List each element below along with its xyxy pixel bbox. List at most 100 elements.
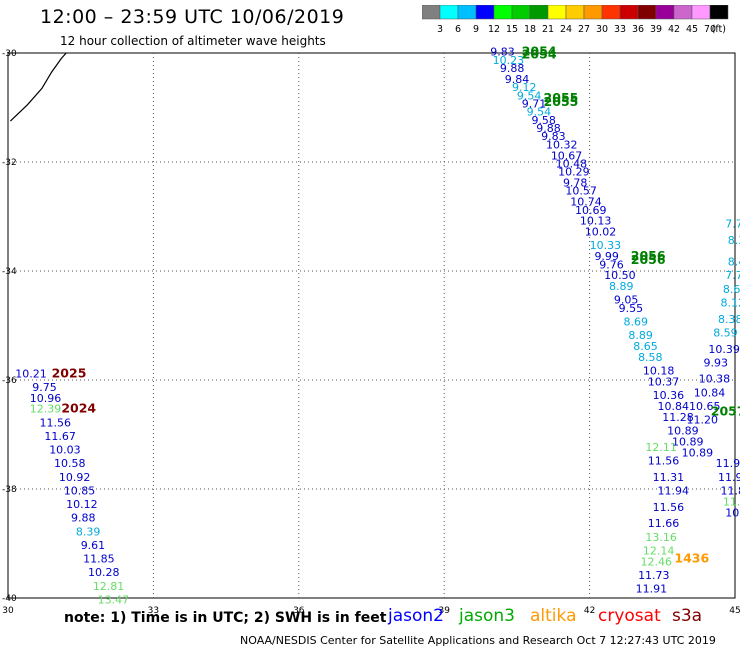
wave-height-label: 12.11 <box>645 441 677 454</box>
wave-height-label: 10.21 <box>15 367 47 380</box>
wave-height-label: 12.46 <box>640 555 672 568</box>
wave-height-label: 10.18 <box>643 365 675 378</box>
colorbar-label: 45 <box>686 24 698 35</box>
wave-height-label: 9.71 <box>522 98 547 111</box>
y-tick-label: -34 <box>2 267 17 277</box>
wave-height-label: 9.76 <box>599 258 624 271</box>
wave-height-label: 10.67 <box>551 149 583 162</box>
wave-height-label: 11.73 <box>638 569 670 582</box>
wave-height-label: 10.03 <box>49 444 81 457</box>
x-tick-label: 30 <box>2 606 14 616</box>
wave-height-label: 9.99 <box>594 250 619 263</box>
wave-height-label: 9.83 <box>541 130 566 143</box>
page-title: 12:00 – 23:59 UTC 10/06/2019 <box>40 6 345 28</box>
wave-height-label: 8.89 <box>609 280 634 293</box>
coastline <box>9 52 67 122</box>
wave-height-label: 8.67 <box>723 283 740 296</box>
wave-height-label: 11.80 <box>720 484 740 497</box>
y-tick-label: -32 <box>2 158 17 168</box>
colorbar-label: 24 <box>560 24 572 35</box>
wave-height-label: 11.90 <box>718 471 740 484</box>
wave-height-label: 13.16 <box>645 531 677 544</box>
pass-time-label: 2054 <box>522 44 557 59</box>
wave-height-label: 9.88 <box>536 122 561 135</box>
pass-time-label: 2055 <box>544 90 579 105</box>
wave-height-label: 8.58 <box>638 351 663 364</box>
wave-height-label: 12.14 <box>643 544 675 557</box>
wave-height-label: 11.66 <box>648 517 680 530</box>
wave-height-label: 11.28 <box>662 411 694 424</box>
wave-height-label: 10.57 <box>565 185 597 198</box>
wave-height-label: 11.56 <box>648 454 680 467</box>
pass-time-label: 2055 <box>544 94 579 109</box>
wave-height-label: 10.84 <box>694 386 726 399</box>
wave-height-label: 10.37 <box>648 375 680 388</box>
pass-time-label: 2056 <box>631 248 666 263</box>
colorbar-label: 18 <box>524 24 536 35</box>
colorbar-label: 30 <box>596 24 608 35</box>
y-tick-label: -38 <box>2 485 17 495</box>
wave-height-label: 12.81 <box>93 580 125 593</box>
legend-altika: altika <box>530 606 577 626</box>
wave-height-label: 10.36 <box>653 389 685 402</box>
wave-height-label: 11.31 <box>653 471 685 484</box>
wave-height-label: 9.61 <box>81 539 106 552</box>
colorbar-label: 21 <box>542 24 554 35</box>
wave-height-label: 10.50 <box>604 269 636 282</box>
wave-height-label: 11.7 <box>723 495 740 508</box>
wave-height-label: 9.83 <box>490 46 515 59</box>
colorbar-legend: 3 6 9 12 15 18 21 24 27 30 33 36 39 42 45 70(ft) <box>422 5 729 35</box>
wave-height-label: 8.89 <box>628 329 653 342</box>
wave-height-label: 10.74 <box>570 196 602 209</box>
wave-height-label: 8.38 <box>718 313 740 326</box>
wave-height-label: 10.89 <box>672 435 704 448</box>
wave-height-label: 11.99 <box>716 457 740 470</box>
legend-jason3: jason3 <box>459 606 515 626</box>
wave-height-label: 8.39 <box>76 525 101 538</box>
wave-height-label: 7.7 <box>725 217 740 230</box>
wave-height-label: 10.38 <box>699 373 731 386</box>
wave-height-label: 10.69 <box>575 204 607 217</box>
credit-line: NOAA/NESDIS Center for Satellite Applica… <box>240 634 716 647</box>
wave-height-label: 10.39 <box>708 343 740 356</box>
y-tick-label: -30 <box>2 49 17 59</box>
wave-height-label: 10.23 <box>493 54 524 67</box>
wave-height-label: 9.93 <box>703 356 728 369</box>
wave-height-label: 10.96 <box>30 392 61 405</box>
pass-time-label: 2056 <box>631 252 666 267</box>
wave-height-label: 12.39 <box>30 403 61 416</box>
footnote: note: 1) Time is in UTC; 2) SWH is in fe… <box>64 610 387 626</box>
colorbar-label: 15 <box>506 24 518 35</box>
pass-time-label: 2054 <box>522 46 557 61</box>
wave-height-label: 8.3 <box>728 234 740 247</box>
colorbar-label: 42 <box>668 24 680 35</box>
wave-height-label: 10.92 <box>59 471 91 484</box>
x-tick-label: 42 <box>584 606 595 616</box>
colorbar-label: 36 <box>632 24 644 35</box>
wave-height-label: 10.85 <box>64 484 95 497</box>
wave-height-label: 9.54 <box>527 106 552 119</box>
x-tick-label: 36 <box>293 606 305 616</box>
x-tick-label: 33 <box>148 606 159 616</box>
wave-height-label: 13.47 <box>98 593 130 606</box>
wave-height-label: 10.13 <box>580 215 612 228</box>
colorbar-label: 39 <box>650 24 662 35</box>
page-subtitle: 12 hour collection of altimeter wave hei… <box>60 34 326 48</box>
pass-time-label: 1436 <box>674 551 709 566</box>
wave-height-label: 10.84 <box>657 400 689 413</box>
wave-height-label: 10.48 <box>556 157 588 170</box>
wave-height-label: 9.75 <box>32 381 57 394</box>
colorbar-label: 12 <box>488 24 500 35</box>
wave-height-label: 10. <box>725 506 740 519</box>
map-frame <box>7 52 736 599</box>
wave-height-label: 10.89 <box>682 446 714 459</box>
wave-height-label: 11.85 <box>83 553 115 566</box>
wave-height-label: 8.4 <box>728 256 740 269</box>
pass-time-label: 2025 <box>52 365 87 380</box>
wave-height-label: 11.56 <box>40 416 72 429</box>
legend-s3a: s3a <box>672 606 703 626</box>
wave-height-label: 9.58 <box>531 114 556 127</box>
pass-time-label: 2057 <box>711 403 740 418</box>
wave-height-label: 11.56 <box>653 501 685 514</box>
wave-height-label: 10.29 <box>558 166 590 179</box>
